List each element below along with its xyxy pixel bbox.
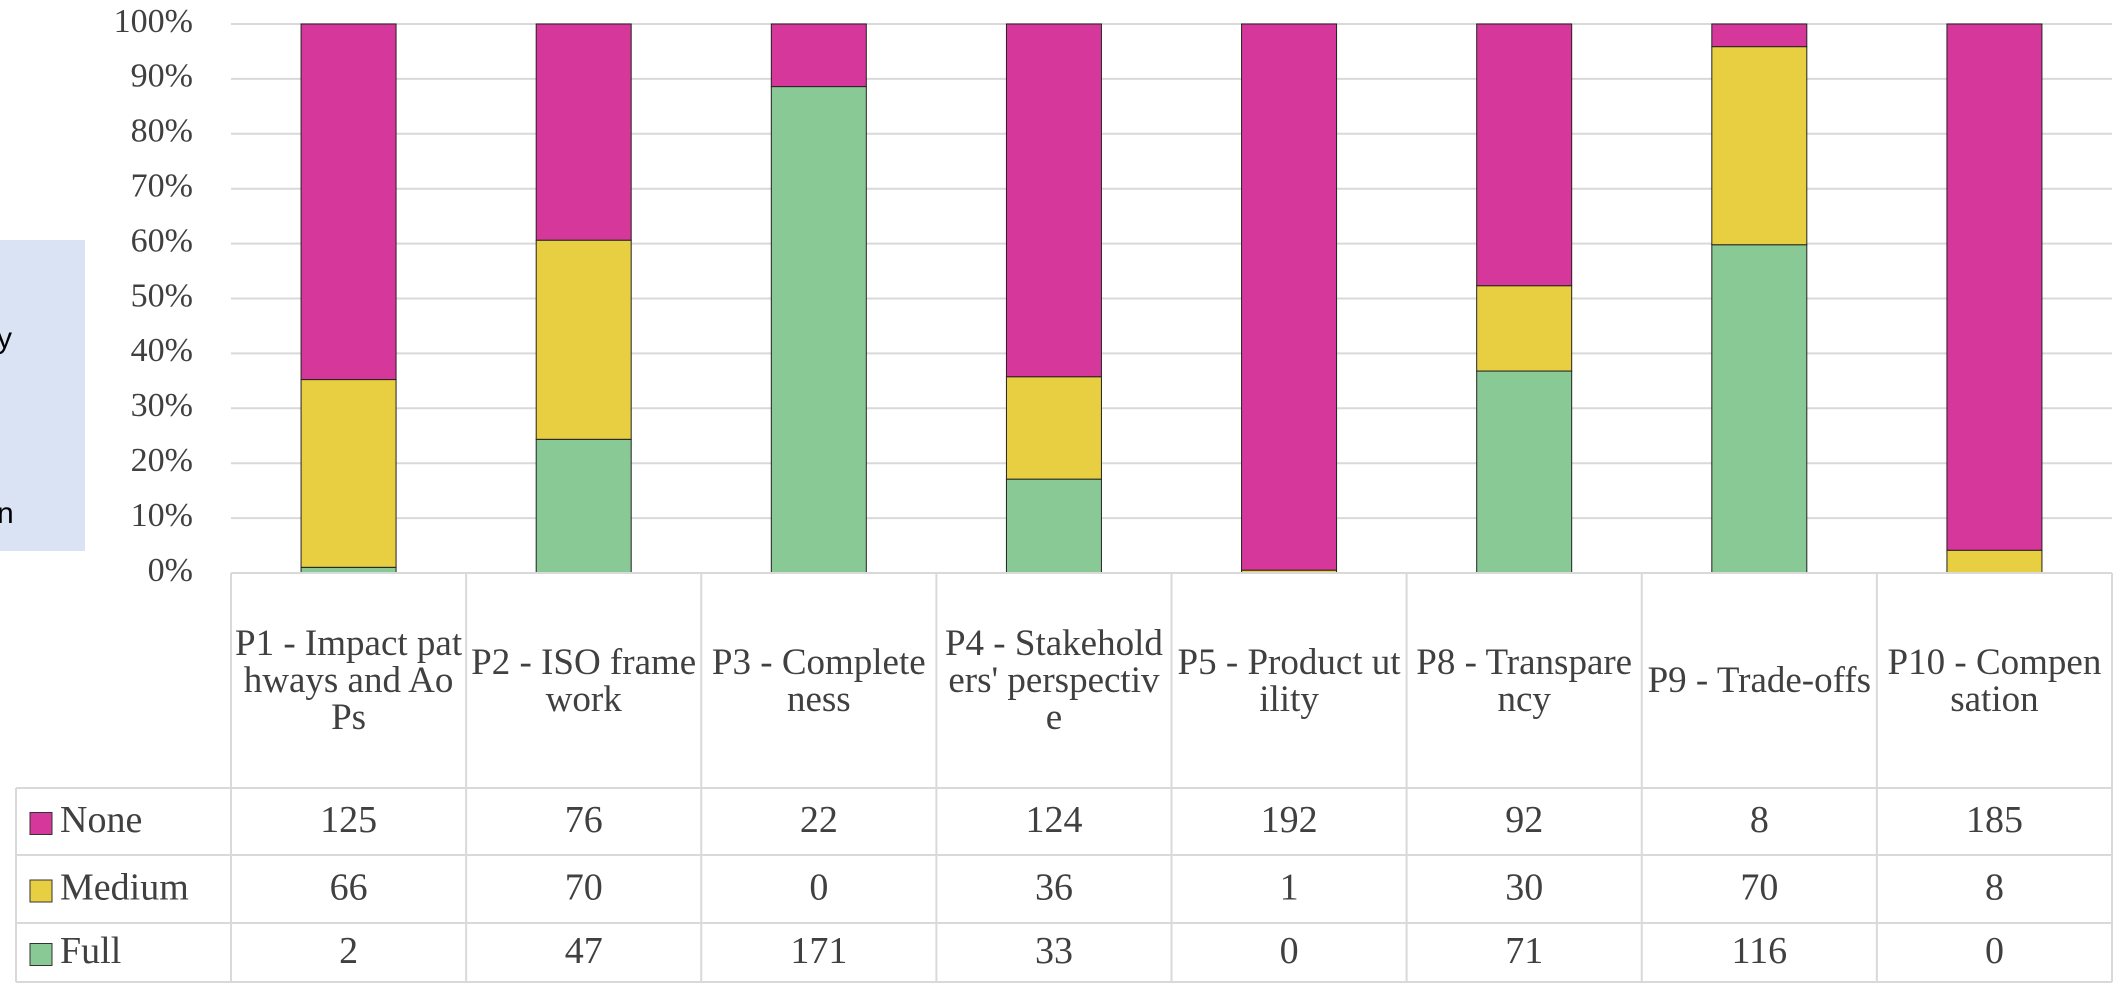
table-value: 70 [1740,867,1778,909]
y-tick-label: 100% [114,3,193,40]
table-value: 71 [1505,930,1543,972]
x-tick-label: P1 - Impact pathways and AoPs [235,623,463,738]
bar-segment [1241,23,1338,571]
x-tick-label: P10 - Compensation [1887,641,2102,720]
table-value: 0 [1985,930,2004,972]
x-tick-label: P8 - Transparency [1416,641,1633,720]
y-tick-label: 70% [131,167,193,204]
x-tick-label: P5 - Product utility [1177,641,1401,720]
x-tick-label: P2 - ISO framework [471,641,697,720]
bar-segment [770,86,867,574]
category-cell: P10 - Compensation [1887,641,2102,720]
category-cell: P8 - Transparency [1416,641,1633,720]
y-tick-label: 80% [131,113,193,150]
bar-segment [1946,23,2043,551]
legend-swatch [29,943,53,966]
bar-segment [535,23,632,241]
bar-segment [1476,285,1573,372]
bar-segment [535,438,632,574]
bar-segment [1005,478,1102,574]
table-value: 192 [1261,799,1318,841]
table-value: 76 [565,799,603,841]
legend-label: Medium [60,867,189,909]
table-value: 124 [1025,799,1082,841]
y-tick-label: 50% [131,277,193,314]
table-value: 70 [565,867,603,909]
y-tick-label: 10% [131,497,193,534]
category-cell: P2 - ISO framework [471,641,697,720]
side-text: n [0,497,14,530]
bar-segment [1711,46,1808,246]
table-value: 2 [339,930,358,972]
legend-label: None [60,799,142,841]
legend-swatch [29,879,53,903]
bar-segment [535,239,632,440]
table-value: 36 [1035,867,1073,909]
table-value: 22 [800,799,838,841]
side-panel [0,240,85,551]
bar-segment [1005,23,1102,378]
y-tick-label: 30% [131,387,193,424]
table-value: 1 [1280,867,1299,909]
table-value: 0 [809,867,828,909]
x-tick-label: P9 - Trade-offs [1647,660,1872,701]
table-value: 171 [790,930,847,972]
bar-segment [300,379,397,568]
table-value: 8 [1750,799,1769,841]
bar-segment [1476,370,1573,574]
bar-segment [770,23,867,88]
bar-segment [1711,244,1808,574]
bar-segment [300,23,397,381]
bar-segment [1005,376,1102,480]
x-tick-label: P3 - Completeness [711,641,926,720]
category-cell: P9 - Trade-offs [1647,660,1872,701]
table-value: 33 [1035,930,1073,972]
table-value: 0 [1280,930,1299,972]
bar-segment [1711,23,1808,48]
category-cell: P4 - Stakeholders' perspective [944,623,1163,738]
y-tick-label: 0% [148,552,193,589]
y-tick-label: 20% [131,442,193,479]
category-cell: P5 - Product utility [1177,641,1401,720]
table-value: 66 [330,867,368,909]
category-cell: P3 - Completeness [711,641,926,720]
table-value: 8 [1985,867,2004,909]
bar-segment [1476,23,1573,287]
table-value: 185 [1966,799,2023,841]
x-tick-label: P4 - Stakeholders' perspective [944,623,1163,738]
table-value: 30 [1505,867,1543,909]
category-cell: P1 - Impact pathways and AoPs [235,623,463,738]
table-value: 116 [1732,930,1788,972]
legend-swatch [29,812,53,835]
table-value: 47 [565,930,603,972]
legend-label: Full [60,930,121,972]
table-value: 125 [320,799,377,841]
y-tick-label: 40% [131,332,193,369]
y-tick-label: 60% [131,222,193,259]
y-tick-label: 90% [131,58,193,95]
side-text: y [0,322,12,355]
bar-segment [1946,549,2043,574]
table-value: 92 [1505,799,1543,841]
